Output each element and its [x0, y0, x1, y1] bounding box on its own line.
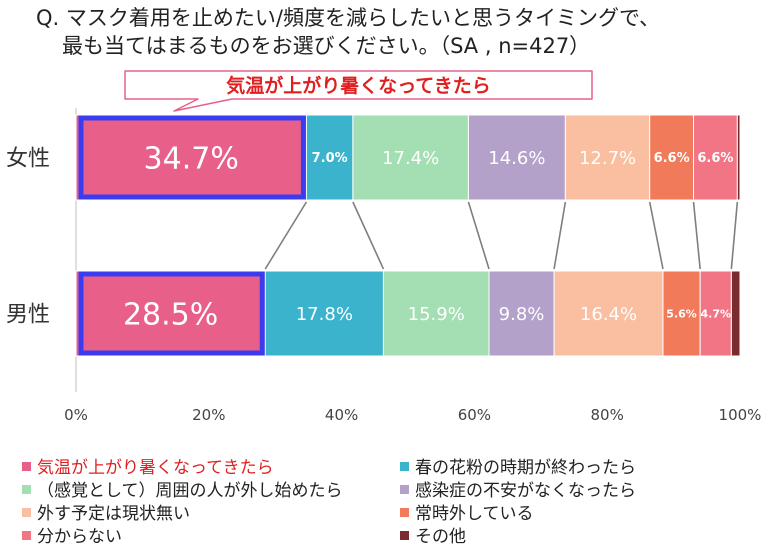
chart-title: Q. マスク着用を止めたい/頻度を減らしたいと思うタイミングで、 最も当てはまる…	[36, 4, 660, 60]
data-label: 16.4%	[580, 304, 637, 325]
legend-item: 春の花粉の時期が終わったら	[400, 458, 636, 478]
bar-segment	[488, 270, 555, 357]
x-tick-label: 100%	[719, 406, 762, 424]
bar-segment	[553, 270, 664, 357]
callout-bubble	[124, 70, 593, 112]
highlight-box	[78, 271, 265, 356]
bar-segment	[75, 114, 307, 201]
legend-swatch	[400, 508, 409, 517]
bar-segment	[305, 114, 354, 201]
data-label: 34.7%	[144, 141, 239, 176]
bar-segment	[352, 114, 469, 201]
data-label: 9.8%	[499, 304, 545, 325]
legend-swatch	[400, 485, 409, 494]
connector-line	[648, 201, 664, 270]
bar-segment	[264, 270, 384, 357]
bar-segment	[564, 114, 651, 201]
connector-line	[467, 201, 490, 270]
legend-label: （感覚として）周囲の人が外し始めたら	[37, 481, 343, 501]
connector-line	[692, 201, 701, 270]
x-tick-label: 20%	[192, 406, 225, 424]
title-line-2: 最も当てはまるものをお選びください。（SA , n=427）	[62, 34, 591, 58]
legend-item: 常時外している	[400, 504, 534, 524]
bar-segment	[693, 114, 738, 201]
bar-segment	[736, 114, 741, 201]
x-tick-label: 80%	[591, 406, 624, 424]
category-label: 男性	[6, 303, 50, 328]
x-tick-label: 60%	[458, 406, 491, 424]
legend-label: 感染症の不安がなくなったら	[415, 481, 636, 501]
legend-item: 分からない	[22, 527, 122, 547]
callout-text: 気温が上がり暑くなってきたら	[226, 74, 490, 97]
title-line-1: Q. マスク着用を止めたい/頻度を減らしたいと思うタイミングで、	[36, 6, 661, 30]
legend-swatch	[22, 531, 31, 540]
bar-segment	[467, 114, 566, 201]
bar-segment	[649, 114, 695, 201]
legend-item: 気温が上がり暑くなってきたら	[22, 458, 274, 478]
category-label: 女性	[6, 147, 50, 172]
legend-item: その他	[400, 527, 466, 547]
legend-item: 外す予定は現状無い	[22, 504, 190, 524]
data-label: 12.7%	[579, 148, 636, 169]
data-label: 28.5%	[123, 297, 218, 332]
legend-item: 感染症の不安がなくなったら	[400, 481, 636, 501]
legend-swatch	[400, 531, 409, 540]
data-label: 6.6%	[697, 151, 733, 166]
legend-swatch	[22, 462, 31, 471]
bar-segment	[730, 270, 741, 357]
highlight-box	[78, 115, 306, 200]
connector-line	[730, 201, 739, 270]
data-label: 7.0%	[312, 151, 348, 166]
legend-label: 分からない	[37, 527, 122, 547]
bar-segment	[75, 270, 266, 357]
data-label: 15.9%	[408, 304, 465, 325]
data-label: 5.6%	[666, 307, 697, 320]
connector-line	[264, 201, 308, 270]
legend-label: 気温が上がり暑くなってきたら	[37, 458, 274, 478]
legend-label: 常時外している	[415, 504, 534, 524]
data-label: 6.6%	[654, 151, 690, 166]
data-label: 14.6%	[488, 148, 545, 169]
connector-line	[553, 201, 567, 270]
legend-label: 春の花粉の時期が終わったら	[415, 458, 636, 478]
data-label: 17.8%	[296, 304, 353, 325]
connector-line	[352, 201, 385, 270]
data-label: 4.7%	[701, 307, 732, 320]
x-tick-label: 0%	[64, 406, 88, 424]
legend-swatch	[400, 462, 409, 471]
bar-segment	[382, 270, 490, 357]
legend-swatch	[22, 508, 31, 517]
data-label: 17.4%	[382, 148, 439, 169]
legend-swatch	[22, 485, 31, 494]
legend-label: 外す予定は現状無い	[37, 504, 190, 524]
legend-label: その他	[415, 527, 466, 547]
legend-item: （感覚として）周囲の人が外し始めたら	[22, 481, 343, 501]
x-tick-label: 40%	[325, 406, 358, 424]
